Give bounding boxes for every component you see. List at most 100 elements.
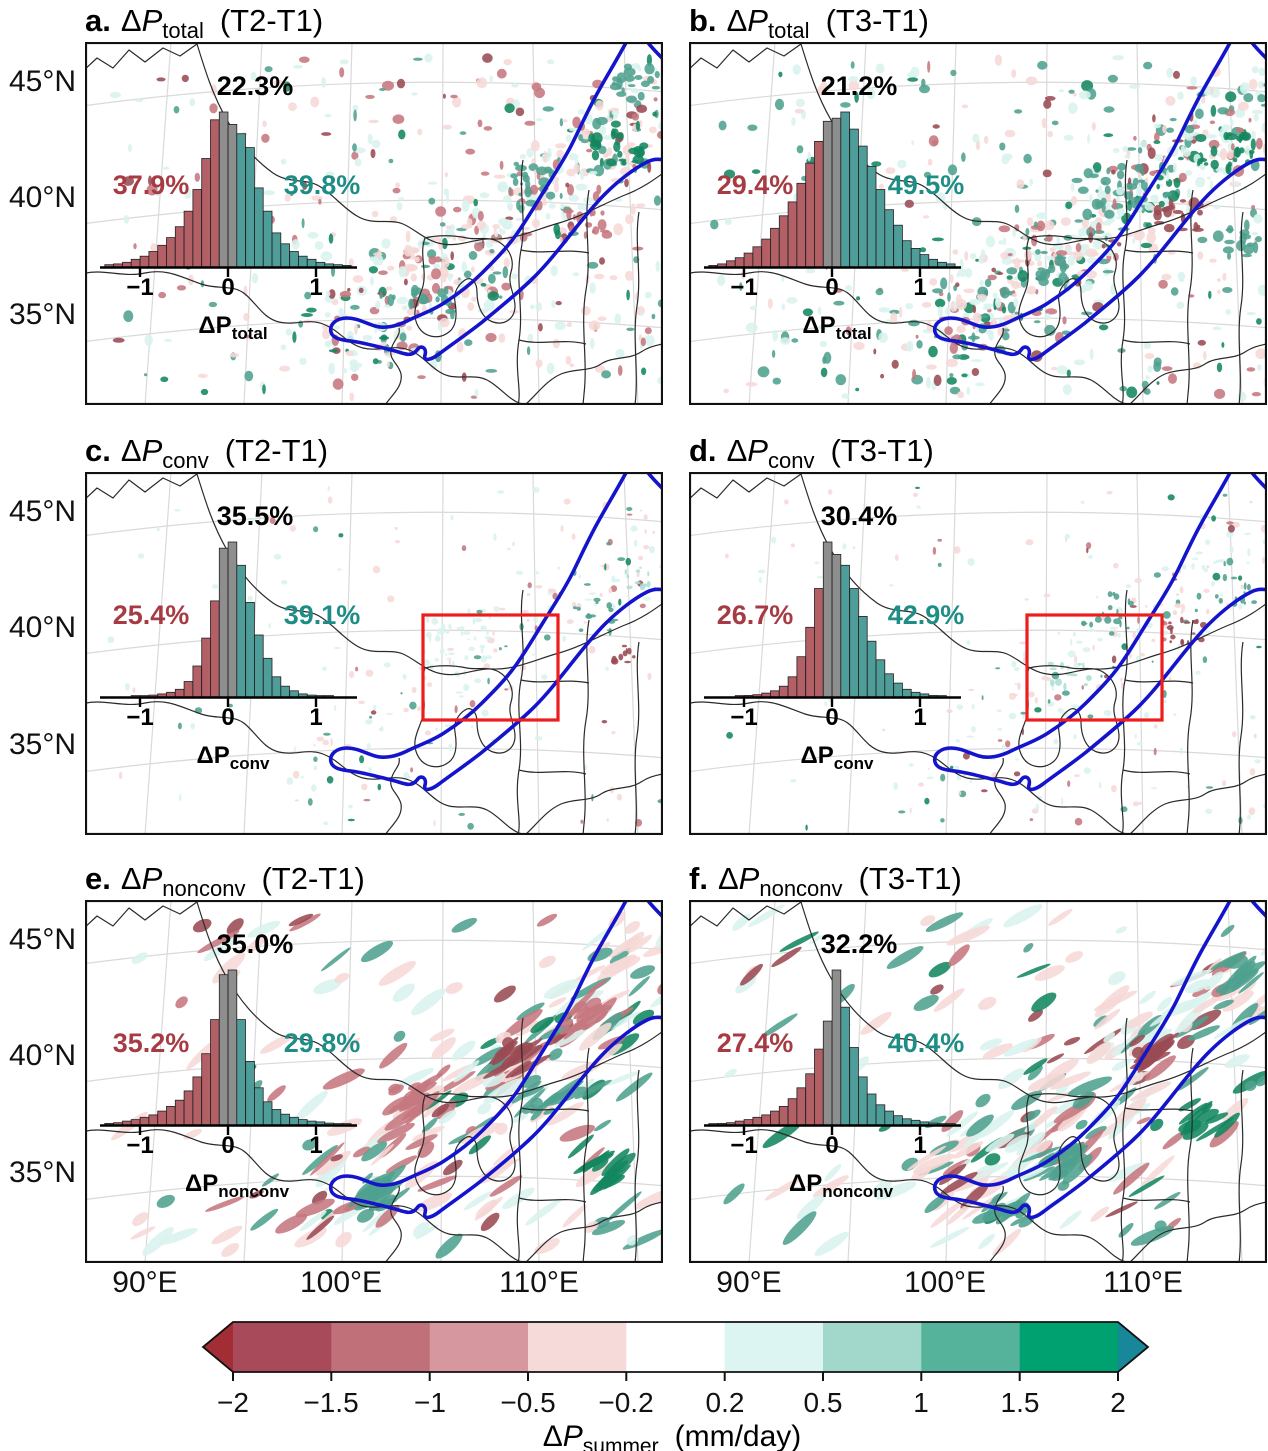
map-background: [689, 472, 1267, 835]
pct-decrease: 27.4%: [717, 1028, 794, 1058]
histogram-x-label: ΔPconv: [801, 742, 874, 773]
precip-anomaly-field: [724, 486, 1267, 831]
pct-increase: 40.4%: [888, 1028, 965, 1058]
map-panel-f: −1 0 1 ΔPnonconv 32.2% 27.4% 40.4%: [689, 900, 1267, 1263]
panel-e-title: e. ΔPnonconv (T2-T1): [85, 861, 365, 902]
period-label: (T2-T1): [219, 3, 324, 38]
colorbar-tick-label: −0.2: [598, 1387, 653, 1418]
hist-tick-label: −1: [730, 1132, 757, 1159]
hist-tick-label: 1: [913, 704, 926, 731]
histogram-bars: [104, 111, 352, 268]
histogram-bars: [708, 111, 956, 268]
panel-letter: c.: [85, 433, 111, 468]
lon-tick-label: 100°E: [903, 1266, 987, 1299]
lat-tick-label: 40°N: [8, 1039, 76, 1072]
histogram-x-label: ΔPtotal: [198, 312, 267, 343]
hist-tick-label: 0: [825, 1132, 838, 1159]
pct-near-zero: 32.2%: [821, 929, 898, 959]
histogram-x-label: ΔPnonconv: [185, 1170, 290, 1201]
colorbar-tick-label: 1.5: [1001, 1387, 1040, 1418]
map-frame: [85, 900, 663, 1263]
hist-tick-label: −1: [126, 274, 153, 301]
period-label: (T3-T1): [825, 3, 929, 38]
colorbar-tick-label: 2: [1110, 1387, 1126, 1418]
map-panel-c: −1 0 1 ΔPconv 35.5% 25.4% 39.1%: [85, 472, 663, 835]
variable-label: ΔPconv: [726, 433, 815, 474]
panel-a-title: a. ΔPtotal (T2-T1): [85, 3, 323, 44]
panel-letter: d.: [689, 433, 717, 468]
map-panel-a: −1 0 1 ΔPtotal 22.3% 37.9% 39.8%: [85, 42, 663, 405]
pct-decrease: 26.7%: [717, 600, 794, 630]
histogram-bars: [104, 969, 352, 1126]
map-frame: [85, 472, 663, 835]
hist-tick-label: 0: [221, 274, 234, 301]
period-label: (T3-T1): [830, 433, 934, 468]
colorbar-body: [201, 1321, 1150, 1381]
histogram-axis: [704, 696, 961, 707]
pct-increase: 49.5%: [888, 170, 965, 200]
pct-increase: 39.8%: [284, 170, 361, 200]
period-label: (T3-T1): [858, 861, 962, 896]
hist-tick-label: −1: [730, 704, 757, 731]
period-label: (T2-T1): [261, 861, 365, 896]
panel-letter: e.: [85, 861, 111, 896]
lat-tick-label: 40°N: [8, 611, 76, 644]
histogram-x-label: ΔPtotal: [802, 312, 871, 343]
colorbar-label: ΔPsummer (mm/day): [543, 1420, 802, 1451]
histogram-axis: [704, 1124, 961, 1135]
panel-letter: f.: [689, 861, 708, 896]
map-panel-b: −1 0 1 ΔPtotal 21.2% 29.4% 49.5%: [689, 42, 1267, 405]
colorbar: −2 −1.5 −1 −0.5 −0.2 0.2 0.5 1 1.5 2 ΔPs…: [201, 1321, 1150, 1451]
hist-tick-label: 1: [913, 1132, 926, 1159]
precip-anomaly-field: [111, 911, 663, 1259]
panel-b-title: b. ΔPtotal (T3-T1): [689, 3, 929, 44]
lon-tick-label: 90°E: [716, 1266, 782, 1299]
histogram-x-label: ΔPconv: [197, 742, 270, 773]
histogram-x-label: ΔPnonconv: [789, 1170, 894, 1201]
histogram-bars: [708, 969, 956, 1126]
colorbar-tick-label: 0.2: [706, 1387, 745, 1418]
colorbar-tick-label: −1.5: [303, 1387, 358, 1418]
variable-label: ΔPtotal: [726, 3, 810, 44]
histogram-bars: [734, 541, 947, 698]
study-area-box: [421, 613, 560, 722]
variable-label: ΔPconv: [120, 433, 209, 474]
colorbar-tick-label: −0.5: [500, 1387, 555, 1418]
panel-f-title: f. ΔPnonconv (T3-T1): [689, 861, 962, 902]
study-area-box: [1025, 613, 1164, 722]
panel-d-title: d. ΔPconv (T3-T1): [689, 433, 934, 474]
hist-tick-label: −1: [730, 274, 757, 301]
period-label: (T2-T1): [224, 433, 329, 468]
lat-tick-label: 35°N: [8, 298, 76, 331]
lon-tick-label: 110°E: [499, 1266, 579, 1299]
variable-label: ΔPnonconv: [717, 861, 843, 902]
pct-increase: 29.8%: [284, 1028, 361, 1058]
histogram-axis: [704, 266, 961, 277]
map-panel-e: −1 0 1 ΔPnonconv 35.0% 35.2% 29.8%: [85, 900, 663, 1263]
histogram-axis: [100, 1124, 357, 1135]
lat-tick-label: 45°N: [8, 923, 76, 956]
pct-near-zero: 30.4%: [821, 501, 898, 531]
pct-near-zero: 21.2%: [821, 71, 898, 101]
map-frame: [689, 472, 1267, 835]
hist-tick-label: 1: [309, 1132, 322, 1159]
hist-tick-label: 1: [309, 704, 322, 731]
lon-tick-label: 90°E: [112, 1266, 178, 1299]
pct-decrease: 37.9%: [113, 170, 190, 200]
colorbar-tick-label: 0.5: [804, 1387, 843, 1418]
pct-decrease: 29.4%: [717, 170, 794, 200]
panel-letter: b.: [689, 3, 717, 38]
histogram-axis: [100, 696, 357, 707]
map-frame: [85, 42, 663, 405]
lat-tick-label: 35°N: [8, 728, 76, 761]
hist-tick-label: 1: [309, 274, 322, 301]
pct-increase: 39.1%: [284, 600, 361, 630]
lat-tick-label: 45°N: [8, 65, 76, 98]
precip-anomaly-field: [109, 53, 663, 402]
colorbar-tick-label: −2: [217, 1387, 249, 1418]
hist-tick-label: 1: [913, 274, 926, 301]
pct-decrease: 35.2%: [113, 1028, 190, 1058]
lon-tick-label: 110°E: [1103, 1266, 1183, 1299]
histogram-bars: [130, 541, 334, 698]
